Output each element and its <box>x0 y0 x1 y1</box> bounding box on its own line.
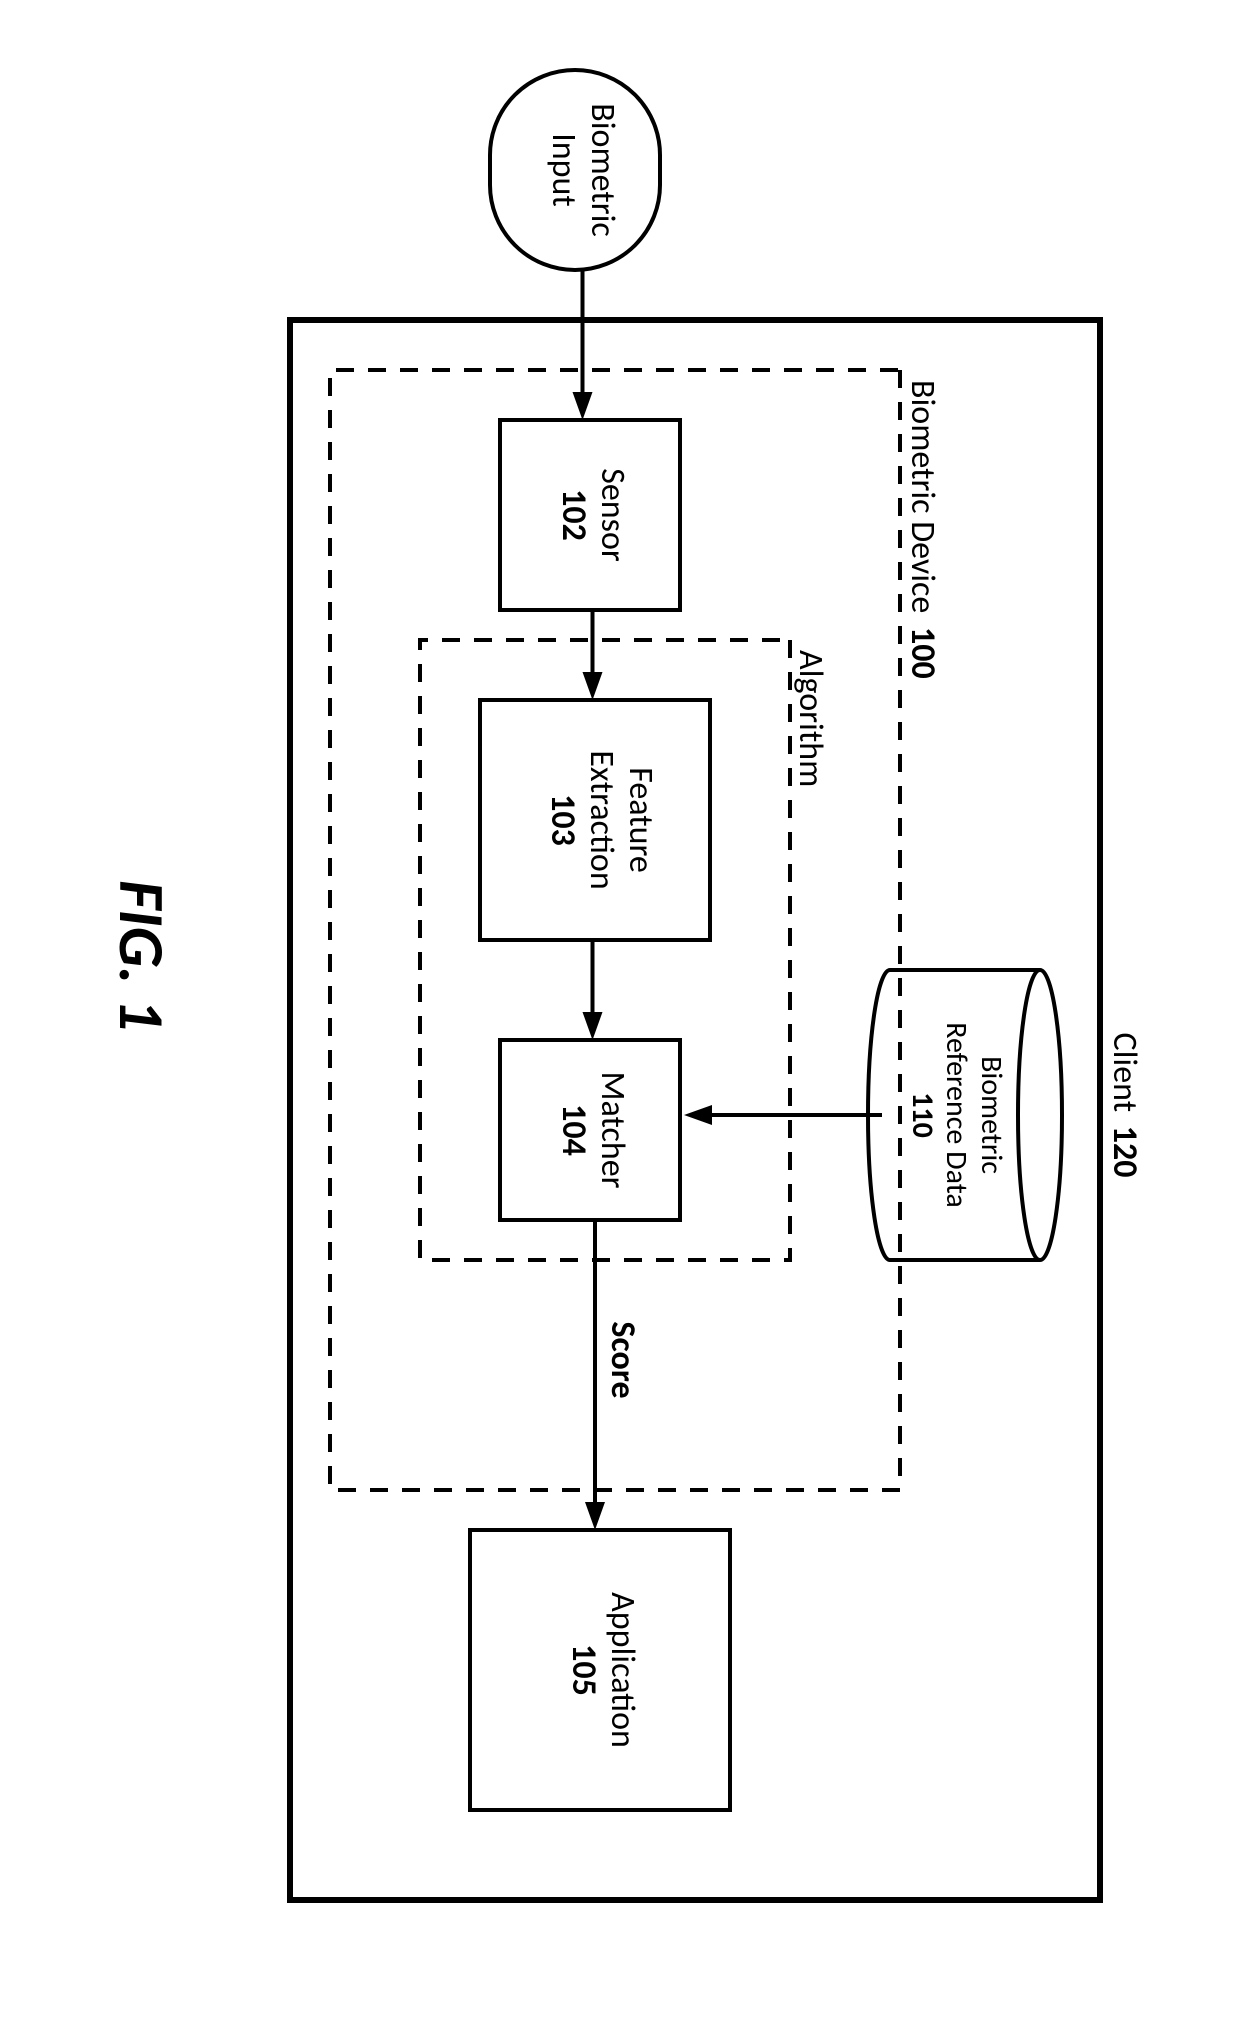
input-label: Biometric Input <box>544 70 622 270</box>
refdata-id: 110 <box>904 1092 941 1138</box>
device-id: 100 <box>902 627 943 679</box>
refdata-line1: Biometric <box>973 1056 1010 1174</box>
page: Client 120 Biometric Device 100 Algorith… <box>0 0 1240 2042</box>
sensor-text: Sensor <box>592 468 633 561</box>
matcher-id: 104 <box>553 1104 594 1156</box>
client-id: 120 <box>1104 1126 1145 1178</box>
feat-line1: Feature <box>620 767 661 873</box>
sensor-label: Sensor 102 <box>554 420 632 610</box>
score-edge-label: Score <box>603 1300 642 1420</box>
figure-caption: FIG. 1 <box>102 880 180 1031</box>
client-label: Client 120 <box>1105 980 1144 1230</box>
matcher-text: Matcher <box>592 1071 633 1188</box>
device-text: Biometric Device <box>902 380 943 613</box>
diagram-frame: Client 120 Biometric Device 100 Algorith… <box>0 0 1240 2042</box>
input-line1: Biometric <box>582 103 623 237</box>
feat-id: 103 <box>542 794 583 846</box>
sensor-id: 102 <box>553 489 594 541</box>
feat-label: Feature Extraction 103 <box>543 700 660 940</box>
score-text: Score <box>602 1321 643 1398</box>
device-label: Biometric Device 100 <box>903 380 942 800</box>
app-text: Application <box>602 1592 643 1748</box>
feat-line2: Extraction <box>581 750 622 889</box>
input-line2: Input <box>543 133 584 207</box>
algorithm-text: Algorithm <box>790 650 831 787</box>
app-id: 105 <box>563 1644 604 1696</box>
refdata-label: Biometric Reference Data 110 <box>905 970 1009 1260</box>
client-text: Client <box>1104 1033 1145 1113</box>
algorithm-label: Algorithm <box>791 650 830 850</box>
app-label: Application 105 <box>564 1530 642 1810</box>
matcher-label: Matcher 104 <box>554 1040 632 1220</box>
refdata-line2: Reference Data <box>939 1022 976 1208</box>
